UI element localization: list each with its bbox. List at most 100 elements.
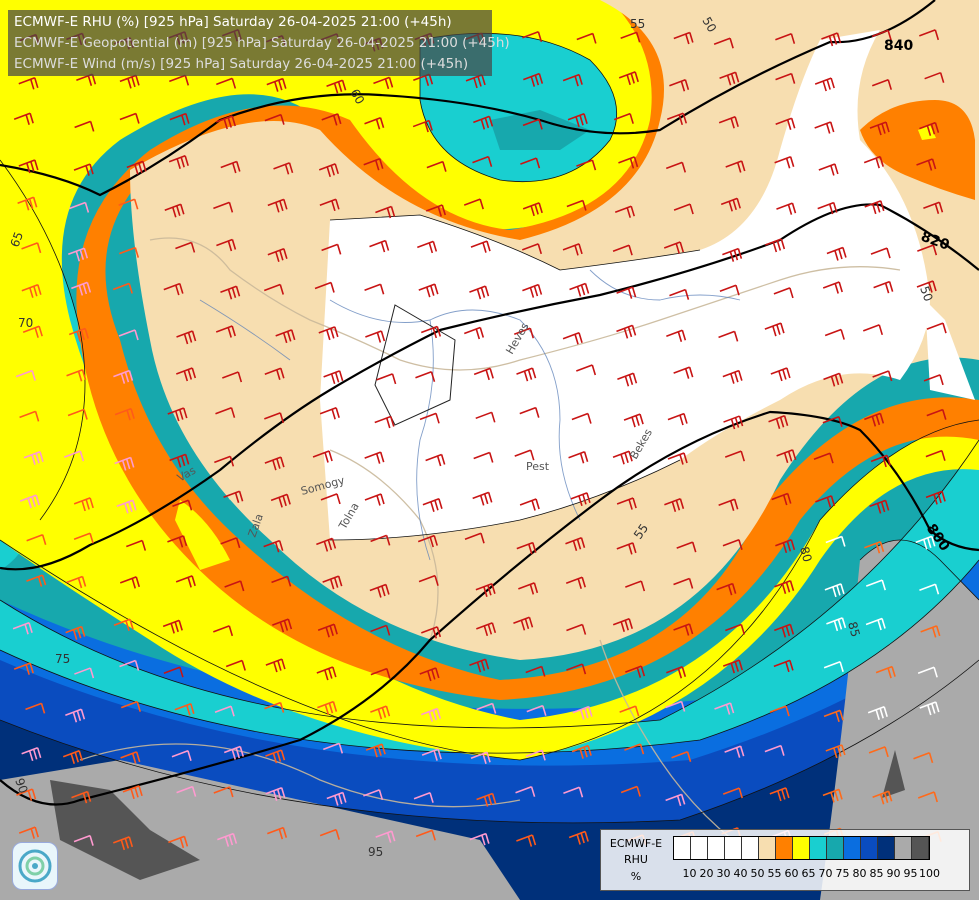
rhu-band-75-north: [490, 110, 590, 150]
wind-barb-icon: [862, 324, 884, 336]
wind-barb-icon: [472, 491, 493, 506]
wind-barb-icon: [565, 537, 586, 551]
wind-barb-icon: [769, 787, 790, 802]
wind-barb-icon: [869, 499, 890, 514]
wind-barb-icon: [213, 201, 234, 213]
wind-barb-icon: [363, 157, 384, 171]
wind-barb-icon: [365, 330, 386, 343]
rhu-label: 70: [18, 316, 33, 330]
wind-barb-icon: [465, 74, 486, 89]
wind-barb-icon: [723, 415, 744, 430]
rhu-label: 60: [347, 87, 367, 107]
wind-barb-icon: [119, 74, 140, 89]
wind-barb-icon: [426, 160, 447, 172]
wind-barb-icon: [73, 497, 94, 512]
wind-barb-icon: [475, 411, 496, 423]
wind-barb-icon: [825, 535, 846, 547]
wind-barb-icon: [373, 76, 394, 90]
wind-barb-icon: [317, 700, 338, 715]
wind-barb-icon: [73, 834, 94, 846]
wind-barb-icon: [824, 328, 845, 340]
wind-barb-icon: [364, 493, 385, 506]
wind-barb-icon: [120, 751, 141, 764]
wind-barb-icon: [470, 751, 491, 764]
wind-barb-icon: [566, 663, 587, 675]
wind-barb-icon: [263, 539, 284, 553]
wind-barb-icon: [174, 703, 195, 716]
wind-barb-icon: [770, 367, 791, 382]
wind-barb-icon: [119, 659, 140, 671]
wind-barb-icon: [612, 617, 633, 632]
legend-swatch: [793, 837, 810, 859]
rhu-band-65-ne-dot: [918, 125, 936, 140]
wind-barb-icon: [872, 370, 893, 382]
wind-barb-icon: [374, 415, 395, 429]
wind-barb-icon: [112, 282, 133, 294]
legend-swatch: [878, 837, 895, 859]
legend-tick: 30: [716, 867, 731, 880]
wind-barb-icon: [826, 246, 847, 261]
wind-barb-icon: [718, 116, 739, 129]
wind-barb-icon: [13, 662, 34, 675]
wind-barb-icon: [917, 791, 938, 803]
wind-barb-icon: [119, 246, 140, 258]
legend-swatch: [827, 837, 844, 859]
wind-barb-icon: [665, 161, 687, 173]
wind-barb-icon: [19, 494, 40, 509]
wind-barb-icon: [223, 745, 245, 760]
wind-barb-icon: [314, 281, 335, 293]
legend-tick: 95: [903, 867, 918, 880]
wind-barb-icon: [666, 665, 687, 679]
wind-barb-icon: [16, 788, 37, 801]
legend-swatch: [861, 837, 878, 859]
rhu-band-65-west: [175, 500, 230, 570]
wind-barb-icon: [172, 499, 193, 511]
wind-barb-icon: [321, 243, 342, 255]
wind-barb-icon: [864, 200, 885, 215]
wind-barb-icon: [722, 538, 743, 550]
wind-barb-icon: [923, 201, 944, 215]
wind-barb-icon: [17, 196, 38, 211]
wind-barb-icon: [814, 121, 835, 134]
wind-barb-icon: [869, 121, 890, 136]
wind-barb-icon: [263, 283, 285, 295]
wind-barb-icon: [513, 616, 534, 631]
wind-barb-icon: [417, 240, 438, 254]
legend-tick: 90: [886, 867, 901, 880]
wind-barb-icon: [169, 112, 190, 126]
wind-barb-icon: [470, 240, 491, 253]
wind-barb-icon: [73, 163, 94, 176]
wind-barb-icon: [620, 785, 641, 797]
wind-barb-icon: [576, 364, 597, 376]
wind-barb-icon: [220, 160, 241, 174]
legend-swatch: [810, 837, 827, 859]
wind-barb-icon: [476, 792, 497, 807]
rhu-band-100-east: [882, 750, 905, 798]
wind-barb-icon: [176, 330, 197, 345]
map-title-box: ECMWF-E RHU (%) [925 hPa] Saturday 26-04…: [8, 10, 510, 76]
wind-barb-icon: [476, 622, 497, 637]
wind-barb-icon: [520, 157, 541, 169]
wind-barb-icon: [673, 203, 694, 215]
wind-barb-icon: [215, 115, 236, 130]
wind-barb-icon: [220, 537, 241, 549]
wind-barb-icon: [74, 667, 95, 679]
wind-barb-icon: [623, 413, 644, 428]
wind-barb-icon: [562, 243, 583, 256]
legend-tick: 75: [835, 867, 850, 880]
wind-barb-icon: [919, 121, 940, 136]
wind-barb-icon: [417, 534, 438, 548]
wind-barb-icon: [625, 665, 646, 678]
wind-barb-icon: [13, 112, 34, 125]
wind-barb-icon: [825, 744, 846, 759]
wind-barb-icon: [272, 618, 293, 633]
wind-barb-icon: [326, 791, 347, 806]
wind-barb-icon: [12, 622, 33, 635]
wind-barb-icon: [865, 617, 886, 631]
wind-barb-icon: [563, 786, 584, 798]
wind-barb-icon: [26, 534, 47, 546]
wind-barb-icon: [220, 285, 241, 300]
wind-barb-icon: [925, 449, 946, 461]
legend-tick: 20: [699, 867, 714, 880]
wind-barb-icon: [526, 704, 547, 716]
